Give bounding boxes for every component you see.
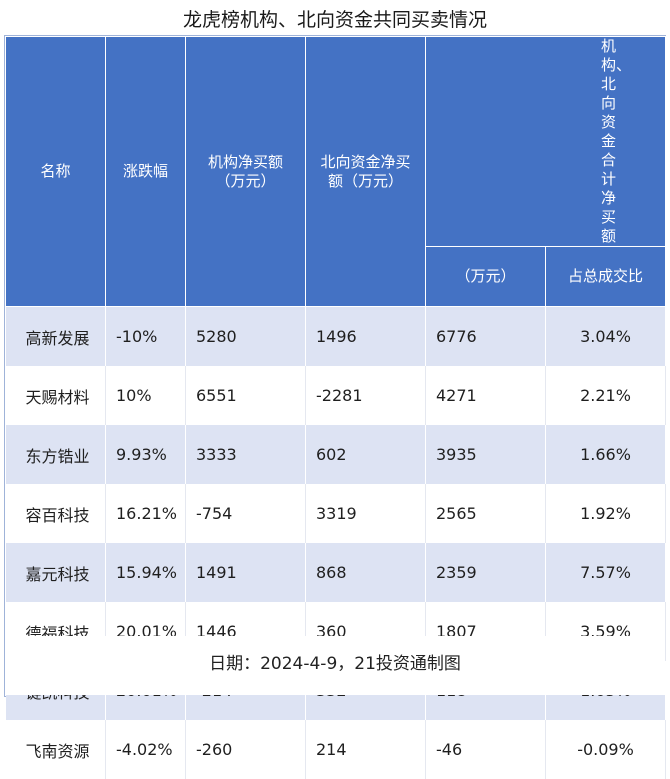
- source-footer: 日期：2024-4-9，21投资通制图: [5, 636, 665, 695]
- table-row: 天赐材料 10% 6551 -2281 4271 2.21%: [5, 366, 667, 425]
- cell-inst-net: 5280: [185, 306, 306, 366]
- cell-north-net: 602: [305, 425, 426, 484]
- cell-inst-net: 1491: [185, 543, 306, 602]
- cell-combined: 6776: [425, 306, 546, 366]
- header-combined-group: 机构、北向资金合计净买额: [424, 36, 667, 247]
- cell-combined: 4271: [425, 366, 546, 425]
- cell-change: -4.02%: [105, 720, 186, 779]
- cell-north-net: -2281: [305, 366, 426, 425]
- cell-name: 飞南资源: [5, 720, 106, 779]
- cell-inst-net: -754: [185, 484, 306, 543]
- cell-name: 容百科技: [5, 484, 106, 543]
- header-name: 名称: [5, 36, 106, 307]
- cell-combined: 2565: [425, 484, 546, 543]
- cell-north-net: 1496: [305, 306, 426, 366]
- cell-change: 10%: [105, 366, 186, 425]
- header-inst-net: 机构净买额（万元）: [185, 36, 306, 307]
- cell-pct: 1.92%: [545, 484, 667, 543]
- cell-name: 天赐材料: [5, 366, 106, 425]
- cell-name: 东方锆业: [5, 425, 106, 484]
- cell-pct: 7.57%: [545, 543, 667, 602]
- cell-combined: 3935: [425, 425, 546, 484]
- header-combined-unit: （万元）: [425, 246, 546, 307]
- cell-name: 高新发展: [5, 306, 106, 366]
- cell-inst-net: 3333: [185, 425, 306, 484]
- cell-pct: 2.21%: [545, 366, 667, 425]
- cell-north-net: 868: [305, 543, 426, 602]
- cell-inst-net: 6551: [185, 366, 306, 425]
- cell-name: 嘉元科技: [5, 543, 106, 602]
- cell-combined: -46: [425, 720, 546, 779]
- table-row: 高新发展 -10% 5280 1496 6776 3.04%: [5, 306, 667, 366]
- table-row: 容百科技 16.21% -754 3319 2565 1.92%: [5, 484, 667, 543]
- table-row: 嘉元科技 15.94% 1491 868 2359 7.57%: [5, 543, 667, 602]
- header-north-net: 北向资金净买额（万元）: [305, 36, 426, 307]
- table-row: 飞南资源 -4.02% -260 214 -46 -0.09%: [5, 720, 667, 779]
- cell-change: 9.93%: [105, 425, 186, 484]
- page-title: 龙虎榜机构、北向资金共同买卖情况: [182, 9, 487, 31]
- cell-north-net: 214: [305, 720, 426, 779]
- cell-change: 15.94%: [105, 543, 186, 602]
- table-row: 东方锆业 9.93% 3333 602 3935 1.66%: [5, 425, 667, 484]
- cell-inst-net: -260: [185, 720, 306, 779]
- cell-pct: -0.09%: [545, 720, 667, 779]
- header-pct-turnover: 占总成交比: [544, 246, 667, 307]
- cell-combined: 2359: [425, 543, 546, 602]
- cell-pct: 3.04%: [545, 306, 667, 366]
- cell-change: 16.21%: [105, 484, 186, 543]
- cell-north-net: 3319: [305, 484, 426, 543]
- cell-change: -10%: [105, 306, 186, 366]
- header-change: 涨跌幅: [105, 36, 186, 307]
- cell-pct: 1.66%: [545, 425, 667, 484]
